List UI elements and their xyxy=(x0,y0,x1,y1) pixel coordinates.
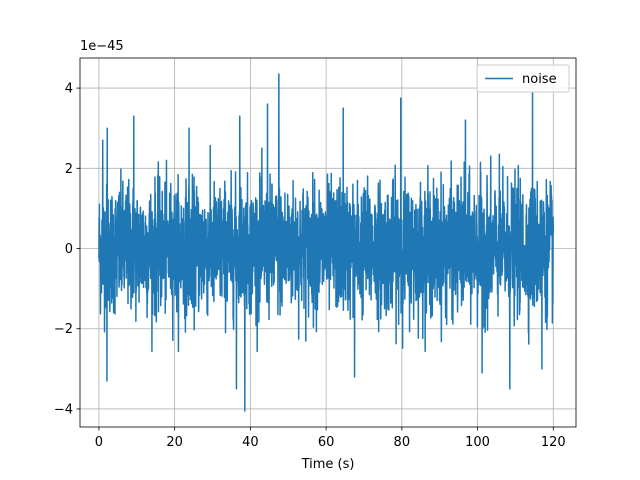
legend: noise xyxy=(476,64,570,93)
x-tick-label: 100 xyxy=(465,435,490,450)
series-layer xyxy=(98,73,555,412)
y-axis-ticks: −4 −2 0 2 4 xyxy=(54,82,80,417)
x-axis-ticks: 0 20 40 60 80 100 120 xyxy=(95,427,566,450)
y-tick-label: 2 xyxy=(65,162,73,177)
y-tick-label: −2 xyxy=(54,322,73,337)
legend-label-noise: noise xyxy=(522,72,557,87)
x-tick-label: 0 xyxy=(95,435,103,450)
x-tick-label: 120 xyxy=(541,435,566,450)
series-line-noise xyxy=(98,73,555,412)
y-tick-label: −4 xyxy=(54,402,73,417)
axes-frame xyxy=(79,57,577,428)
y-tick-label: 0 xyxy=(65,242,73,257)
x-tick-label: 60 xyxy=(318,435,335,450)
y-offset-label: 1e−45 xyxy=(80,39,124,54)
x-axis-label: Time (s) xyxy=(301,457,355,472)
x-tick-label: 20 xyxy=(166,435,183,450)
legend-box xyxy=(476,64,570,93)
x-tick-label: 80 xyxy=(394,435,411,450)
y-tick-label: 4 xyxy=(65,82,73,97)
x-tick-label: 40 xyxy=(242,435,259,450)
